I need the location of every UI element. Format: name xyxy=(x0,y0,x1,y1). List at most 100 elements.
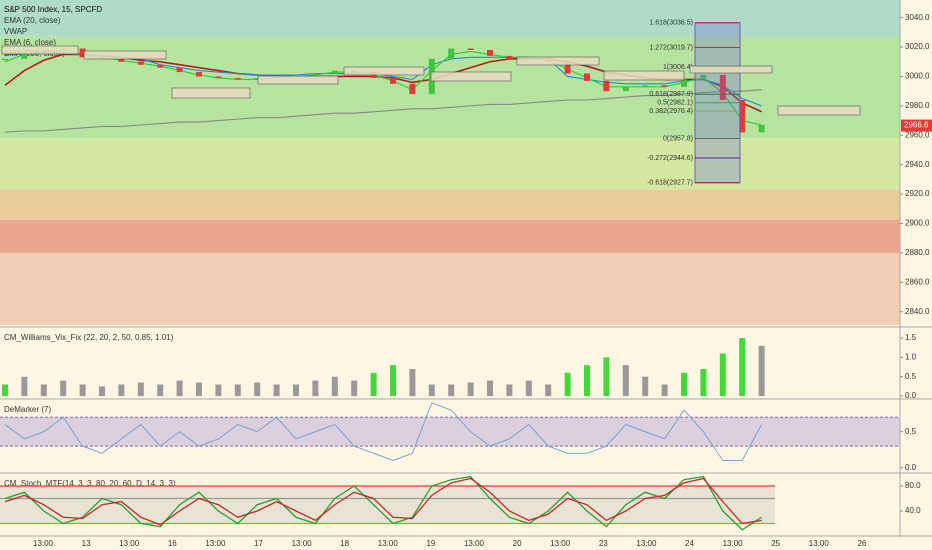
candle xyxy=(312,73,319,75)
y-tick-label: 1.5 xyxy=(905,333,917,342)
bar xyxy=(739,338,746,397)
fib-label: 1.272(3019.7) xyxy=(649,44,693,51)
candle xyxy=(254,77,261,80)
time-label: 13:00 xyxy=(33,539,54,548)
time-label: 26 xyxy=(857,539,866,548)
level-box xyxy=(257,75,339,85)
level-box xyxy=(689,65,773,74)
bar xyxy=(700,368,707,397)
level-box xyxy=(1,45,79,55)
zone xyxy=(0,138,900,190)
bar xyxy=(196,382,202,397)
time-label: 23 xyxy=(599,539,608,548)
level-box xyxy=(343,66,425,76)
candle xyxy=(584,73,590,81)
bar xyxy=(487,380,493,397)
y-tick-label: 0.0 xyxy=(905,463,917,472)
bar xyxy=(215,384,222,397)
time-label: 13:00 xyxy=(550,539,571,548)
y-tick-label: 80.0 xyxy=(905,481,921,490)
fib-label: 0.382(2976.4) xyxy=(649,108,693,115)
zone xyxy=(0,219,900,253)
bar xyxy=(506,384,513,397)
panel-title: CM_Williams_Vix_Fix (22, 20, 2, 50, 0.85… xyxy=(4,333,174,342)
bar xyxy=(254,382,261,397)
fib-label: -0.618(2927.7) xyxy=(647,180,693,187)
time-label: 13 xyxy=(82,539,91,548)
bar xyxy=(60,380,67,397)
candle xyxy=(758,125,765,133)
candle xyxy=(642,85,649,87)
time-label: 17 xyxy=(254,539,263,548)
panel-title: DeMarker (7) xyxy=(4,405,51,414)
time-label: 13:00 xyxy=(464,539,485,548)
y-tick-label: 2860.0 xyxy=(905,277,930,286)
bar xyxy=(351,380,358,397)
indicator-line xyxy=(4,475,762,531)
bar xyxy=(409,368,416,397)
bar xyxy=(370,372,377,397)
candle xyxy=(215,76,222,78)
fib-label: -0.272(2944.6) xyxy=(647,155,693,162)
legend-entry: EMA (6, close) xyxy=(4,38,56,47)
y-tick-label: 40.0 xyxy=(905,506,921,515)
bar xyxy=(293,384,299,397)
bar xyxy=(603,357,610,397)
time-label: 16 xyxy=(168,539,177,548)
bar xyxy=(564,372,571,397)
y-tick-label: 2840.0 xyxy=(905,307,930,316)
indicator-line xyxy=(4,477,762,526)
indicator-line xyxy=(4,402,762,461)
y-tick-label: 0.5 xyxy=(905,372,917,381)
level-box xyxy=(516,56,600,66)
time-label: 13:00 xyxy=(723,539,744,548)
candle xyxy=(681,79,687,87)
bar xyxy=(584,365,590,397)
bar xyxy=(525,380,532,397)
bar xyxy=(21,376,28,397)
last-price: 2966.6 xyxy=(904,121,929,130)
bar xyxy=(331,376,338,397)
y-tick-label: 0.0 xyxy=(905,391,917,400)
bar xyxy=(176,380,183,397)
y-tick-label: 2940.0 xyxy=(905,160,930,169)
candle xyxy=(331,70,338,74)
y-tick-label: 0.5 xyxy=(905,427,917,436)
bar xyxy=(622,365,629,397)
candle xyxy=(118,58,125,62)
bar xyxy=(448,384,455,397)
bar xyxy=(545,384,552,397)
y-tick-label: 3020.0 xyxy=(905,42,930,51)
bar xyxy=(137,382,144,397)
fib-label: 0(2957.8) xyxy=(663,135,693,142)
bar xyxy=(390,365,396,397)
candle xyxy=(448,48,455,59)
bar xyxy=(79,384,86,397)
candle xyxy=(21,51,28,59)
candle xyxy=(409,83,416,95)
legend-entry: EMA (20, close) xyxy=(4,16,61,25)
time-label: 13:00 xyxy=(636,539,657,548)
time-label: 13:00 xyxy=(205,539,226,548)
candle xyxy=(739,100,746,133)
zone xyxy=(0,189,900,220)
time-label: 20 xyxy=(513,539,522,548)
bar xyxy=(273,384,280,397)
indicator-line xyxy=(4,89,762,133)
bar xyxy=(2,384,8,397)
candle xyxy=(603,80,610,92)
time-label: 13:00 xyxy=(378,539,399,548)
fib-label: 1(3006.4) xyxy=(663,64,693,71)
bar xyxy=(234,384,241,397)
fib-label: 0.5(2982.1) xyxy=(657,100,693,107)
candle xyxy=(564,61,571,74)
bar xyxy=(157,384,164,397)
panel-title: CM_Stoch_MTF(14, 3, 3, 80, 20, 60, D, 14… xyxy=(4,479,176,488)
zone xyxy=(0,252,900,325)
candle xyxy=(234,77,241,80)
chart-title: S&P 500 Index, 15, SPCFD xyxy=(4,5,102,14)
y-tick-label: 2880.0 xyxy=(905,248,930,257)
legend: S&P 500 Index, 15, SPCFD xyxy=(4,5,102,14)
candle xyxy=(661,85,668,87)
